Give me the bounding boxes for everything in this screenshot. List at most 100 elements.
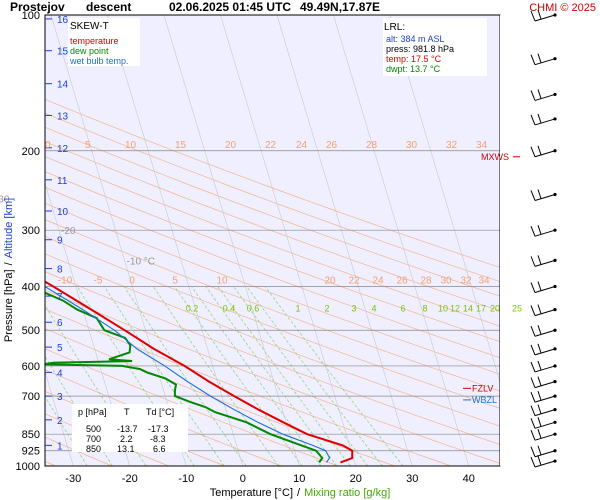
isotherm-line xyxy=(50,15,187,466)
levels-row-p: 500 xyxy=(86,424,101,434)
theta-label: 5 xyxy=(172,276,178,287)
dry-adiabat-line xyxy=(45,98,500,268)
pressure-tick-label: 500 xyxy=(22,325,40,337)
mixing-ratio-label: 17 xyxy=(476,304,486,314)
wind-barb-flag xyxy=(530,90,536,101)
levels-table: p [hPa] T Td [°C] 500 -13.7 -17.3 700 2.… xyxy=(72,404,188,454)
wind-barb xyxy=(534,259,556,267)
altitude-tick-label: 3 xyxy=(57,392,63,403)
theta-label: 0 xyxy=(45,140,51,151)
wind-barb xyxy=(534,348,556,356)
theta-label: -5 xyxy=(94,276,103,287)
wind-barb-dot xyxy=(553,117,557,121)
wind-barb-flag xyxy=(530,429,536,441)
lrl-title: LRL: xyxy=(384,22,405,33)
dry-adiabat-line xyxy=(45,171,500,343)
altitude-tick-label: 6 xyxy=(57,318,63,329)
wind-barb-flag xyxy=(530,391,536,403)
wind-barb-flag xyxy=(530,114,536,126)
theta-label: 34 xyxy=(478,276,490,287)
mixing-ratio-label: 3 xyxy=(351,304,356,314)
wind-barb-flag xyxy=(537,281,542,291)
dry-adiabat-line xyxy=(45,219,500,392)
altitude-tick-label: 2 xyxy=(57,416,63,427)
wind-barb xyxy=(534,93,556,101)
x-axis-title: Temperature [°C] / Mixing ratio [g/kg] xyxy=(210,487,391,499)
temperature-tick-label: 10 xyxy=(293,473,305,485)
levels-row-t: -13.7 xyxy=(117,424,138,434)
temperature-tick-label: -20 xyxy=(122,473,138,485)
lrl-box: LRL: alt: 384 m ASL press: 981.8 hPa tem… xyxy=(383,18,487,76)
wind-barb-dot xyxy=(553,347,557,351)
levels-table-bg xyxy=(72,404,188,452)
dry-adiabat-line xyxy=(45,253,500,427)
wind-barb-flag xyxy=(530,326,536,337)
legend-bg xyxy=(68,18,140,66)
wind-barb-flag xyxy=(537,390,542,401)
isotherm-line xyxy=(107,15,244,466)
marker-wbzl: WBZL xyxy=(472,395,497,405)
wind-barb-flag xyxy=(530,146,536,157)
dry-adiabat-line xyxy=(45,141,500,312)
lrl-bg xyxy=(383,18,487,76)
theta-label: 5 xyxy=(85,140,91,151)
levels-row-td: -8.3 xyxy=(150,434,166,444)
header-mode: descent xyxy=(86,0,131,14)
pressure-tick-label: 300 xyxy=(22,225,40,237)
wind-barb-flag xyxy=(537,9,542,20)
theta-label: 26 xyxy=(396,276,408,287)
wind-barb-dot xyxy=(553,149,557,153)
isotherm-label: -20 xyxy=(61,226,76,237)
wind-barb xyxy=(534,450,556,458)
wind-barb xyxy=(534,460,556,468)
wind-barb-flag xyxy=(537,145,542,155)
lrl-press: press: 981.8 hPa xyxy=(386,44,454,54)
series-dew-point xyxy=(45,291,324,463)
wind-barb xyxy=(534,421,556,429)
altitude-tick-label: 10 xyxy=(57,207,69,218)
wind-barb-flag xyxy=(537,376,542,386)
header-station: Prostejov xyxy=(10,0,65,14)
wind-barb-dot xyxy=(553,408,557,412)
legend-wetbulb: wet bulb temp. xyxy=(69,56,129,66)
wind-barb-flag xyxy=(530,10,536,22)
isotherm-line xyxy=(45,182,131,466)
mixing-ratio-label: 2 xyxy=(324,304,329,314)
levels-row-t: 2.2 xyxy=(120,434,133,444)
wind-barb-dot xyxy=(553,432,557,436)
wind-barb-dot xyxy=(553,459,557,463)
theta-label: 0 xyxy=(129,276,135,287)
theta-label: 10 xyxy=(125,140,137,151)
theta-label: 30 xyxy=(440,276,452,287)
wind-barb-flag xyxy=(537,113,542,124)
wind-barb xyxy=(534,329,556,337)
temperature-tick-label: 40 xyxy=(463,473,475,485)
wind-barb-dot xyxy=(553,258,557,262)
altitude-tick-label: 15 xyxy=(57,47,69,58)
mixing-ratio-label: 25 xyxy=(512,304,522,314)
wind-barb-dot xyxy=(553,394,557,398)
mixing-ratio-label: 12 xyxy=(450,304,460,314)
pressure-tick-label: 925 xyxy=(22,446,40,458)
wind-barb xyxy=(534,395,556,403)
wind-barb-flag xyxy=(537,53,542,63)
plot-area xyxy=(45,15,500,466)
theta-label: 22 xyxy=(265,140,277,151)
wind-barb-flag xyxy=(537,225,542,235)
theta-label: 15 xyxy=(175,140,187,151)
theta-label: 34 xyxy=(476,140,488,151)
wind-barb-dot xyxy=(553,380,557,384)
x-axis-title-mixing: Mixing ratio [g/kg] xyxy=(304,487,390,499)
y-axis-title: Pressure [hPa] / Altitude [km] xyxy=(3,198,15,342)
levels-row-p: 700 xyxy=(86,434,101,444)
temperature-tick-label: 30 xyxy=(406,473,418,485)
legend-title: SKEW-T xyxy=(70,21,109,32)
dry-adiabat-line xyxy=(45,112,500,282)
mixing-ratio-label: 0.4 xyxy=(223,304,236,314)
isotherm-line xyxy=(333,15,470,466)
theta-label: 10 xyxy=(216,276,228,287)
theta-label: 20 xyxy=(324,276,336,287)
wind-barb-flag xyxy=(537,343,542,354)
wind-barb-flag xyxy=(530,418,536,429)
